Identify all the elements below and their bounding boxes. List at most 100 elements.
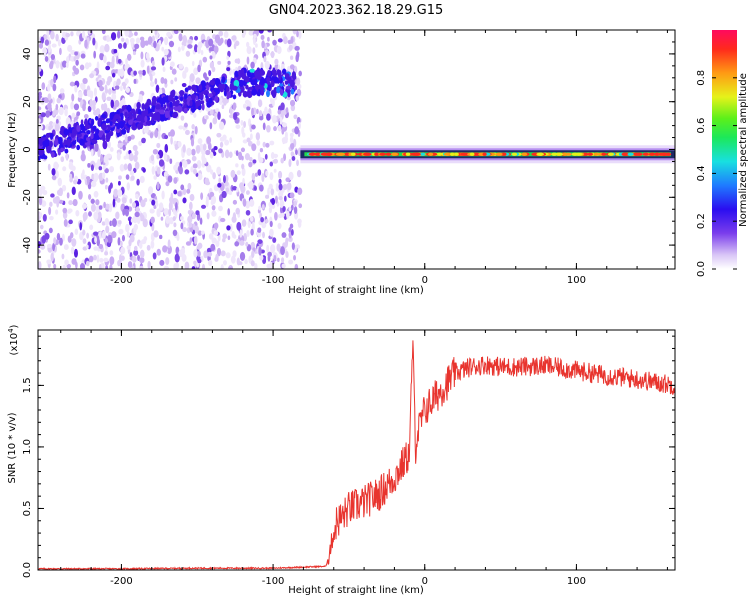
band-speck: [175, 99, 180, 105]
noise-speck: [258, 99, 263, 108]
noise-speck: [265, 219, 269, 224]
noise-speck: [57, 39, 61, 47]
noise-speck: [93, 87, 98, 97]
noise-speck: [282, 205, 286, 213]
noise-speck: [187, 182, 192, 190]
noise-speck: [293, 206, 298, 215]
noise-speck: [209, 151, 214, 159]
band-speck: [145, 120, 152, 126]
noise-speck: [241, 167, 246, 177]
band-speck: [76, 144, 81, 151]
band-speck: [221, 83, 226, 90]
noise-speck: [236, 257, 240, 266]
noise-speck: [258, 116, 264, 121]
noise-speck: [197, 250, 201, 257]
noise-speck: [214, 34, 221, 44]
noise-speck: [156, 248, 161, 256]
noise-speck: [178, 125, 184, 130]
band-speck: [183, 107, 188, 114]
carrier-speck: [511, 152, 518, 156]
band-speck: [156, 114, 161, 122]
noise-speck: [126, 245, 131, 250]
noise-speck: [40, 185, 46, 191]
noise-speck: [134, 161, 140, 170]
y-tick-label: 40: [22, 48, 33, 61]
noise-speck: [166, 245, 173, 255]
noise-speck: [136, 178, 140, 186]
noise-speck: [215, 240, 220, 248]
noise-speck: [221, 104, 225, 110]
noise-speck: [283, 36, 288, 45]
noise-speck: [235, 207, 241, 215]
plot-frame-bottom: [37, 329, 676, 571]
noise-speck: [265, 170, 269, 177]
x-tick-label: 0: [422, 576, 428, 587]
noise-speck: [139, 249, 145, 259]
noise-speck: [278, 170, 283, 179]
carrier-speck: [555, 152, 564, 156]
noise-speck: [171, 68, 177, 75]
noise-speck: [216, 166, 222, 175]
noise-speck: [264, 60, 270, 70]
noise-speck: [282, 122, 287, 128]
noise-speck: [228, 190, 233, 195]
band-speck: [284, 73, 290, 78]
noise-speck: [156, 166, 161, 175]
noise-speck: [63, 218, 68, 227]
noise-speck: [190, 166, 194, 173]
noise-speck: [268, 201, 273, 208]
noise-speck: [184, 169, 190, 175]
noise-speck: [133, 70, 137, 76]
noise-speck: [71, 93, 75, 102]
noise-speck: [157, 130, 161, 140]
noise-speck: [177, 165, 181, 172]
band-speck: [90, 132, 94, 139]
noise-speck: [65, 61, 69, 68]
noise-speck: [123, 155, 127, 160]
noise-speck: [220, 264, 224, 269]
noise-speck: [245, 241, 249, 247]
noise-speck: [176, 234, 180, 241]
noise-speck: [267, 30, 273, 33]
noise-speck: [207, 142, 212, 151]
noise-speck: [133, 78, 137, 84]
band-speck: [144, 108, 149, 116]
noise-speck: [197, 230, 203, 236]
noise-speck: [86, 89, 92, 97]
carrier-speck: [391, 152, 399, 156]
noise-speck: [117, 220, 122, 225]
carrier-speck: [601, 152, 607, 156]
noise-speck: [170, 136, 173, 145]
noise-speck: [225, 174, 229, 183]
noise-speck: [103, 201, 106, 208]
noise-speck: [194, 225, 199, 234]
noise-speck: [46, 243, 52, 248]
noise-speck: [67, 44, 73, 52]
noise-speck: [44, 232, 50, 240]
noise-speck: [261, 204, 265, 210]
carrier-speck: [374, 152, 379, 156]
noise-speck: [82, 212, 88, 221]
noise-speck: [233, 112, 238, 121]
noise-speck: [133, 223, 139, 231]
noise-speck: [294, 263, 299, 269]
band-speck: [291, 71, 296, 79]
noise-speck: [102, 55, 107, 63]
noise-speck: [169, 158, 173, 165]
noise-speck: [207, 251, 213, 257]
noise-speck: [254, 262, 258, 269]
noise-speck: [49, 201, 53, 207]
noise-speck: [272, 39, 277, 46]
carrier-speck: [593, 152, 599, 156]
noise-speck: [208, 233, 214, 240]
noise-speck: [139, 212, 144, 219]
noise-speck: [104, 43, 110, 53]
noise-speck: [59, 88, 65, 94]
noise-speck: [121, 197, 127, 204]
carrier-speck: [351, 152, 356, 156]
noise-speck: [115, 211, 120, 220]
noise-speck: [227, 60, 231, 65]
noise-speck: [154, 78, 158, 85]
noise-speck: [200, 230, 205, 235]
noise-speck: [206, 136, 212, 145]
